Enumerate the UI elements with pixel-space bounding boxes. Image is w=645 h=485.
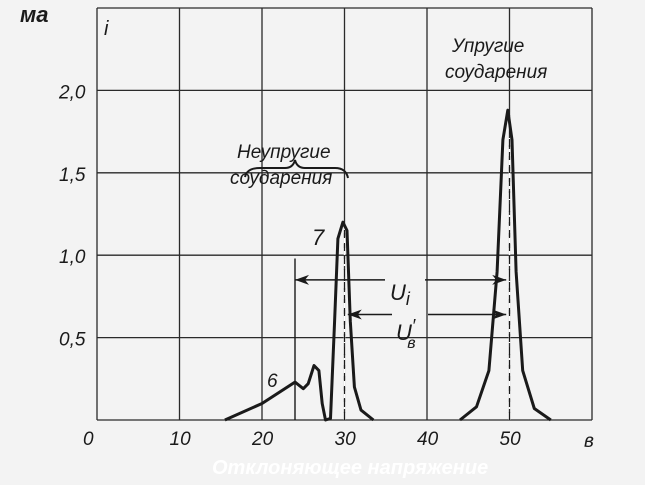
peak-7-label: 7 (312, 225, 325, 250)
ub-label-sub: в (407, 335, 415, 352)
series-line-1 (224, 220, 375, 422)
ui-label-main: U (390, 280, 406, 305)
x-tick-label: 10 (170, 429, 192, 450)
y-tick-label: 1,0 (59, 247, 86, 268)
y-axis-label: i (104, 18, 109, 40)
arrowhead-right (492, 309, 507, 320)
ub-label-main: U (396, 320, 412, 345)
peak-6-label: 6 (267, 371, 278, 392)
ub-label-prime: ′ (412, 316, 416, 336)
x-tick-label: 50 (500, 429, 522, 450)
inelastic-label-1: Неупругие (237, 142, 331, 163)
arrowhead-right (492, 274, 507, 285)
ui-label-sub: i (406, 289, 411, 309)
y-unit-label: ма (20, 2, 49, 27)
y-tick-label: 2,0 (58, 82, 86, 103)
elastic-label-2: соударения (445, 62, 547, 83)
x-tick-label: 0 (83, 429, 94, 450)
ui-label: Ui (390, 280, 411, 309)
ub-label: U′ в (396, 316, 416, 352)
inelastic-brace (244, 159, 349, 179)
elastic-label-1: Упругие (451, 36, 524, 57)
x-tick-label: 40 (417, 429, 439, 450)
x-tick-label: 30 (335, 429, 357, 450)
x-axis-label: Отклоняющее напряжение (212, 457, 488, 479)
x-unit-label: в (584, 431, 594, 452)
x-tick-label: 20 (251, 429, 274, 450)
arrowhead-left (295, 274, 309, 285)
y-tick-label: 1,5 (59, 165, 86, 186)
arrowhead-left (347, 309, 362, 320)
inelastic-label-2: соударения (230, 168, 332, 189)
series-line-2 (459, 108, 552, 422)
y-tick-label: 0,5 (59, 330, 86, 351)
